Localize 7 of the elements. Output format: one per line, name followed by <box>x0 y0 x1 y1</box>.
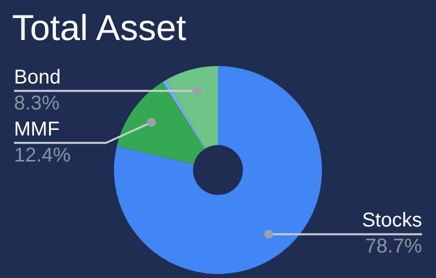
slice-label: MMF <box>14 118 60 140</box>
data-label: 8.3% <box>14 92 60 114</box>
slice-label: Bond <box>14 66 61 88</box>
data-label: 78.7% <box>365 236 422 258</box>
slice-label: Stocks <box>362 210 422 232</box>
chart-title: Total Asset <box>12 6 186 50</box>
data-label: 12.4% <box>14 144 71 166</box>
